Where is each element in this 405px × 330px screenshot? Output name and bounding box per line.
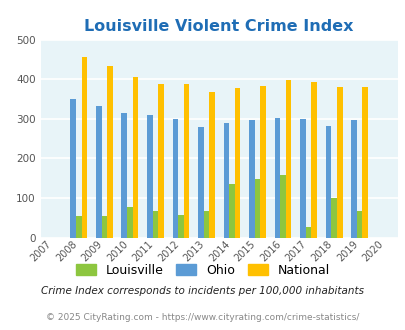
Bar xyxy=(101,216,107,238)
Bar xyxy=(285,81,291,238)
Bar xyxy=(209,92,214,238)
Bar xyxy=(362,87,367,238)
Bar xyxy=(330,198,336,238)
Bar xyxy=(234,87,240,238)
Bar xyxy=(70,99,76,238)
Bar xyxy=(183,84,189,238)
Legend: Louisville, Ohio, National: Louisville, Ohio, National xyxy=(71,259,334,282)
Title: Louisville Violent Crime Index: Louisville Violent Crime Index xyxy=(84,19,353,34)
Bar xyxy=(152,211,158,238)
Bar xyxy=(249,120,254,238)
Text: © 2025 CityRating.com - https://www.cityrating.com/crime-statistics/: © 2025 CityRating.com - https://www.city… xyxy=(46,313,359,322)
Bar xyxy=(132,77,138,238)
Bar xyxy=(121,113,127,238)
Bar xyxy=(81,57,87,238)
Bar xyxy=(203,211,209,238)
Bar xyxy=(279,175,285,238)
Bar xyxy=(299,119,305,238)
Bar xyxy=(158,84,164,238)
Bar xyxy=(260,85,265,238)
Bar xyxy=(325,126,330,238)
Bar xyxy=(76,216,81,238)
Bar xyxy=(198,127,203,238)
Bar xyxy=(350,120,356,238)
Bar xyxy=(305,227,311,238)
Bar xyxy=(178,214,183,238)
Bar xyxy=(311,82,316,238)
Bar xyxy=(172,119,178,238)
Bar xyxy=(223,123,229,238)
Bar xyxy=(107,66,113,238)
Bar xyxy=(229,184,234,238)
Bar xyxy=(254,180,260,238)
Text: Crime Index corresponds to incidents per 100,000 inhabitants: Crime Index corresponds to incidents per… xyxy=(41,286,364,296)
Bar xyxy=(356,211,362,238)
Bar xyxy=(336,87,342,238)
Bar xyxy=(274,118,279,238)
Bar xyxy=(96,106,101,238)
Bar xyxy=(127,207,132,238)
Bar xyxy=(147,115,152,238)
